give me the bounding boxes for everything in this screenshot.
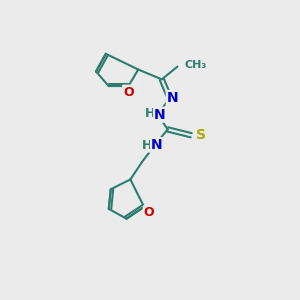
Text: N: N bbox=[167, 91, 178, 105]
Text: O: O bbox=[144, 206, 154, 219]
Text: CH₃: CH₃ bbox=[184, 60, 207, 70]
Text: H: H bbox=[142, 139, 152, 152]
Text: O: O bbox=[123, 85, 134, 99]
Text: S: S bbox=[196, 128, 206, 142]
Text: N: N bbox=[151, 138, 163, 152]
Text: N: N bbox=[154, 108, 166, 122]
Text: H: H bbox=[145, 107, 155, 120]
